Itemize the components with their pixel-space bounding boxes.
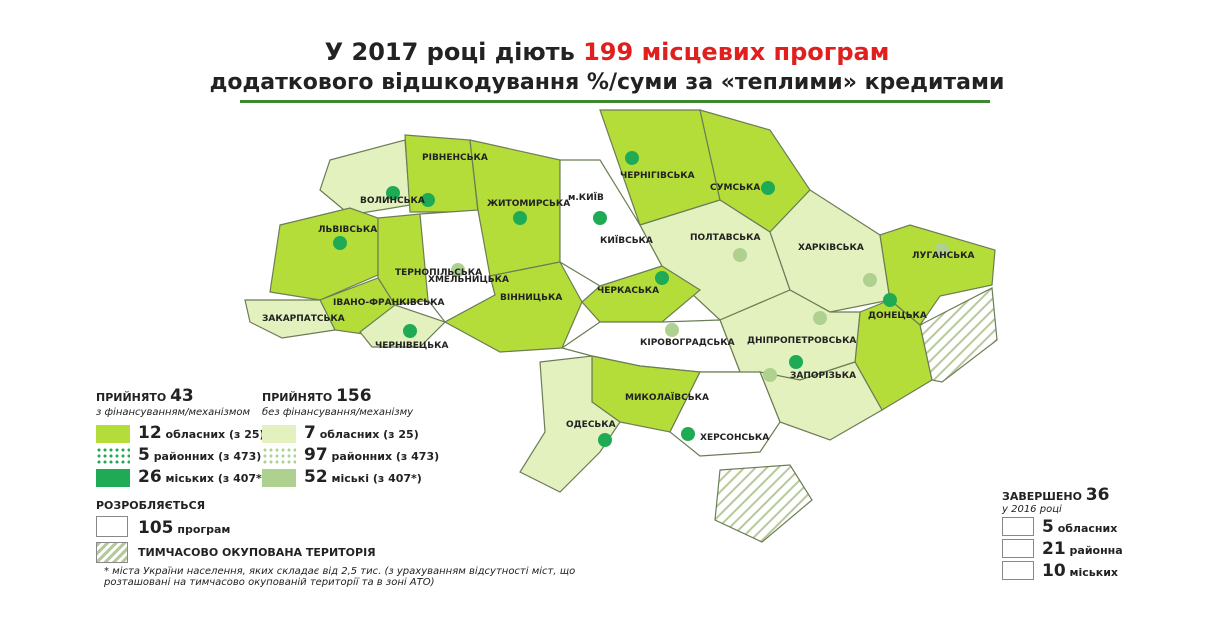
city-program-marker — [513, 211, 527, 225]
region-label: ЧЕРНІГІВСЬКА — [620, 171, 695, 181]
city-program-marker-unfunded — [863, 273, 877, 287]
region-label: ПОЛТАВСЬКА — [690, 233, 760, 243]
city-program-marker-unfunded — [813, 311, 827, 325]
legend-item: 12 обласних (з 25) — [138, 423, 265, 443]
region-label: ЛЬВІВСЬКА — [318, 225, 377, 235]
legend-completed-swatch — [1002, 561, 1034, 580]
city-program-marker-unfunded — [451, 263, 465, 277]
city-program-marker — [761, 181, 775, 195]
city-program-marker-unfunded — [763, 368, 777, 382]
region-label: КИЇВСЬКА — [600, 235, 653, 246]
region-6[interactable] — [359, 304, 447, 348]
legend-swatch — [262, 447, 296, 465]
legend-developing-header: РОЗРОБЛЯЄТЬСЯ — [96, 499, 206, 512]
legend-funded-header: ПРИЙНЯТО 43 — [96, 386, 194, 406]
legend-item: 26 міських (з 407*) — [138, 467, 267, 487]
footnote: * міста України населення, яких складає … — [104, 566, 576, 588]
region-label: ХМЕЛЬНИЦЬКА — [428, 275, 509, 285]
legend-completed-header: ЗАВЕРШЕНО 36 — [1002, 485, 1110, 505]
region-3[interactable] — [377, 213, 431, 306]
region-label: ЧЕРНІВЕЦЬКА — [375, 341, 448, 351]
city-program-marker — [403, 324, 417, 338]
legend-completed-item: 5 обласних — [1042, 517, 1118, 537]
region-label: ВОЛИНСЬКА — [360, 196, 425, 206]
title-highlight: 199 місцевих програм — [583, 38, 890, 66]
title-prefix: У 2017 році діють — [324, 38, 584, 66]
region-label: КІРОВОГРАДСЬКА — [640, 338, 735, 348]
region-22[interactable] — [519, 355, 621, 493]
region-label: МИКОЛАЇВСЬКА — [625, 392, 709, 403]
kyiv-city-label: м.КИЇВ — [568, 192, 604, 203]
region-label: ДОНЕЦЬКА — [868, 311, 927, 321]
region-label: ІВАНО-ФРАНКІВСЬКА — [333, 298, 444, 308]
region-label: ОДЕСЬКА — [566, 420, 616, 430]
title-line-2: додаткового відшкодування %/суми за «теп… — [209, 70, 1005, 95]
legend-unfunded-sub: без фінансування/механізму — [262, 407, 414, 418]
region-23[interactable] — [669, 371, 781, 457]
legend-completed-swatch — [1002, 539, 1034, 558]
title-line-1: У 2017 році діють 199 місцевих програм — [0, 38, 1214, 66]
legend-item: 7 обласних (з 25) — [304, 423, 419, 443]
region-label: ВІННИЦЬКА — [500, 293, 562, 303]
region-9[interactable] — [443, 261, 583, 353]
city-program-marker — [655, 271, 669, 285]
legend-item: 52 міські (з 407*) — [304, 467, 422, 487]
legend-item: 5 районних (з 473) — [138, 445, 262, 465]
region-label: ДНІПРОПЕТРОВСЬКА — [747, 336, 856, 346]
city-program-marker-unfunded — [665, 323, 679, 337]
city-program-marker — [625, 151, 639, 165]
region-occupied[interactable] — [714, 464, 813, 543]
legend-occupied-swatch — [96, 542, 128, 563]
legend-swatch — [262, 469, 296, 487]
region-label: СУМСЬКА — [710, 183, 760, 193]
legend-completed-item: 10 міських — [1042, 561, 1119, 581]
region-label: ХЕРСОНСЬКА — [700, 433, 769, 443]
legend-item: 97 районних (з 473) — [304, 445, 440, 465]
legend-occupied-label: ТИМЧАСОВО ОКУПОВАНА ТЕРИТОРІЯ — [138, 546, 376, 559]
city-program-marker — [883, 293, 897, 307]
legend-completed-sub: у 2016 році — [1002, 504, 1062, 515]
city-program-marker — [681, 427, 695, 441]
city-program-marker-unfunded — [733, 248, 747, 262]
region-occupied[interactable] — [919, 287, 998, 383]
city-program-marker — [421, 193, 435, 207]
legend-swatch — [262, 425, 296, 443]
title-underline — [240, 100, 990, 103]
legend-unfunded-header: ПРИЙНЯТО 156 — [262, 386, 372, 406]
region-label: ХАРКІВСЬКА — [798, 243, 864, 253]
city-program-marker-unfunded — [935, 243, 949, 257]
legend-swatch — [96, 447, 130, 465]
city-program-marker — [333, 236, 347, 250]
region-label: ЗАКАРПАТСЬКА — [262, 314, 345, 324]
city-program-marker — [593, 211, 607, 225]
legend-completed-item: 21 районна — [1042, 539, 1123, 559]
region-label: ЧЕРКАСЬКА — [597, 286, 659, 296]
region-label: РІВНЕНСЬКА — [422, 153, 488, 163]
legend-swatch — [96, 425, 130, 443]
legend-swatch — [96, 469, 130, 487]
city-program-marker — [598, 433, 612, 447]
city-program-marker — [789, 355, 803, 369]
legend-funded-sub: з фінансуванням/механізмом — [96, 407, 251, 418]
region-label: ЗАПОРІЗЬКА — [790, 371, 856, 381]
region-label: ТЕРНОПІЛЬСЬКА — [395, 268, 482, 278]
city-program-marker — [386, 186, 400, 200]
legend-developing-swatch — [96, 516, 128, 537]
region-label: ЖИТОМИРСЬКА — [487, 199, 570, 209]
legend-completed-swatch — [1002, 517, 1034, 536]
region-5[interactable] — [244, 299, 336, 339]
region-label: ЛУГАНСЬКА — [912, 251, 974, 261]
